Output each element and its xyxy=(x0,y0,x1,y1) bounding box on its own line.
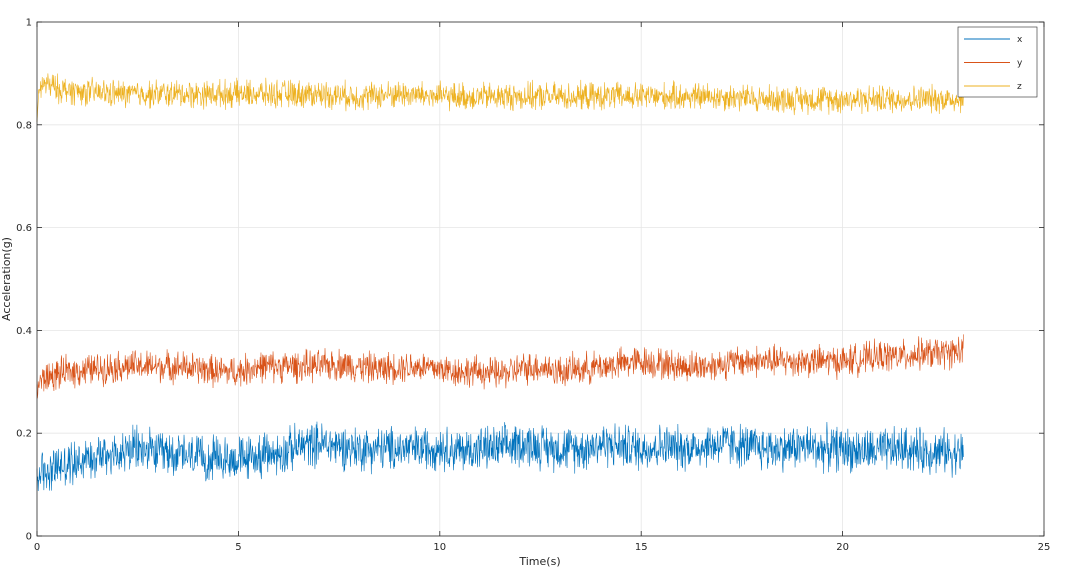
y-tick-label: 1 xyxy=(26,18,32,29)
x-tick-label: 15 xyxy=(635,542,648,553)
y-axis-label: Acceleration(g) xyxy=(0,237,13,321)
plot-frame xyxy=(36,21,1045,537)
y-tick-label: 0.6 xyxy=(16,223,32,234)
x-tick-label: 5 xyxy=(235,542,241,553)
y-tick-label: 0.2 xyxy=(16,429,32,440)
y-tick-label: 0.8 xyxy=(16,120,32,131)
y-tick-label: 0 xyxy=(26,532,32,543)
plot-background xyxy=(37,22,1044,536)
legend-label-z: z xyxy=(1017,82,1022,92)
legend-label-y: y xyxy=(1017,59,1023,69)
x-tick-label: 10 xyxy=(433,542,446,553)
series-line-y xyxy=(36,334,964,399)
x-axis-label: Time(s) xyxy=(518,555,560,568)
legend-label-x: x xyxy=(1017,35,1023,45)
axis-ticks: 0 5 10 15 20 25 0 0.2 0.4 0.6 0.8 1 xyxy=(16,18,1050,554)
series-group xyxy=(36,73,964,492)
series-line-z xyxy=(36,73,964,122)
x-tick-label: 0 xyxy=(34,542,40,553)
y-tick-label: 0.4 xyxy=(16,326,32,337)
legend: x y z xyxy=(957,26,1038,98)
series-line-x xyxy=(36,421,964,492)
x-tick-label: 20 xyxy=(836,542,849,553)
x-tick-label: 25 xyxy=(1038,542,1051,553)
